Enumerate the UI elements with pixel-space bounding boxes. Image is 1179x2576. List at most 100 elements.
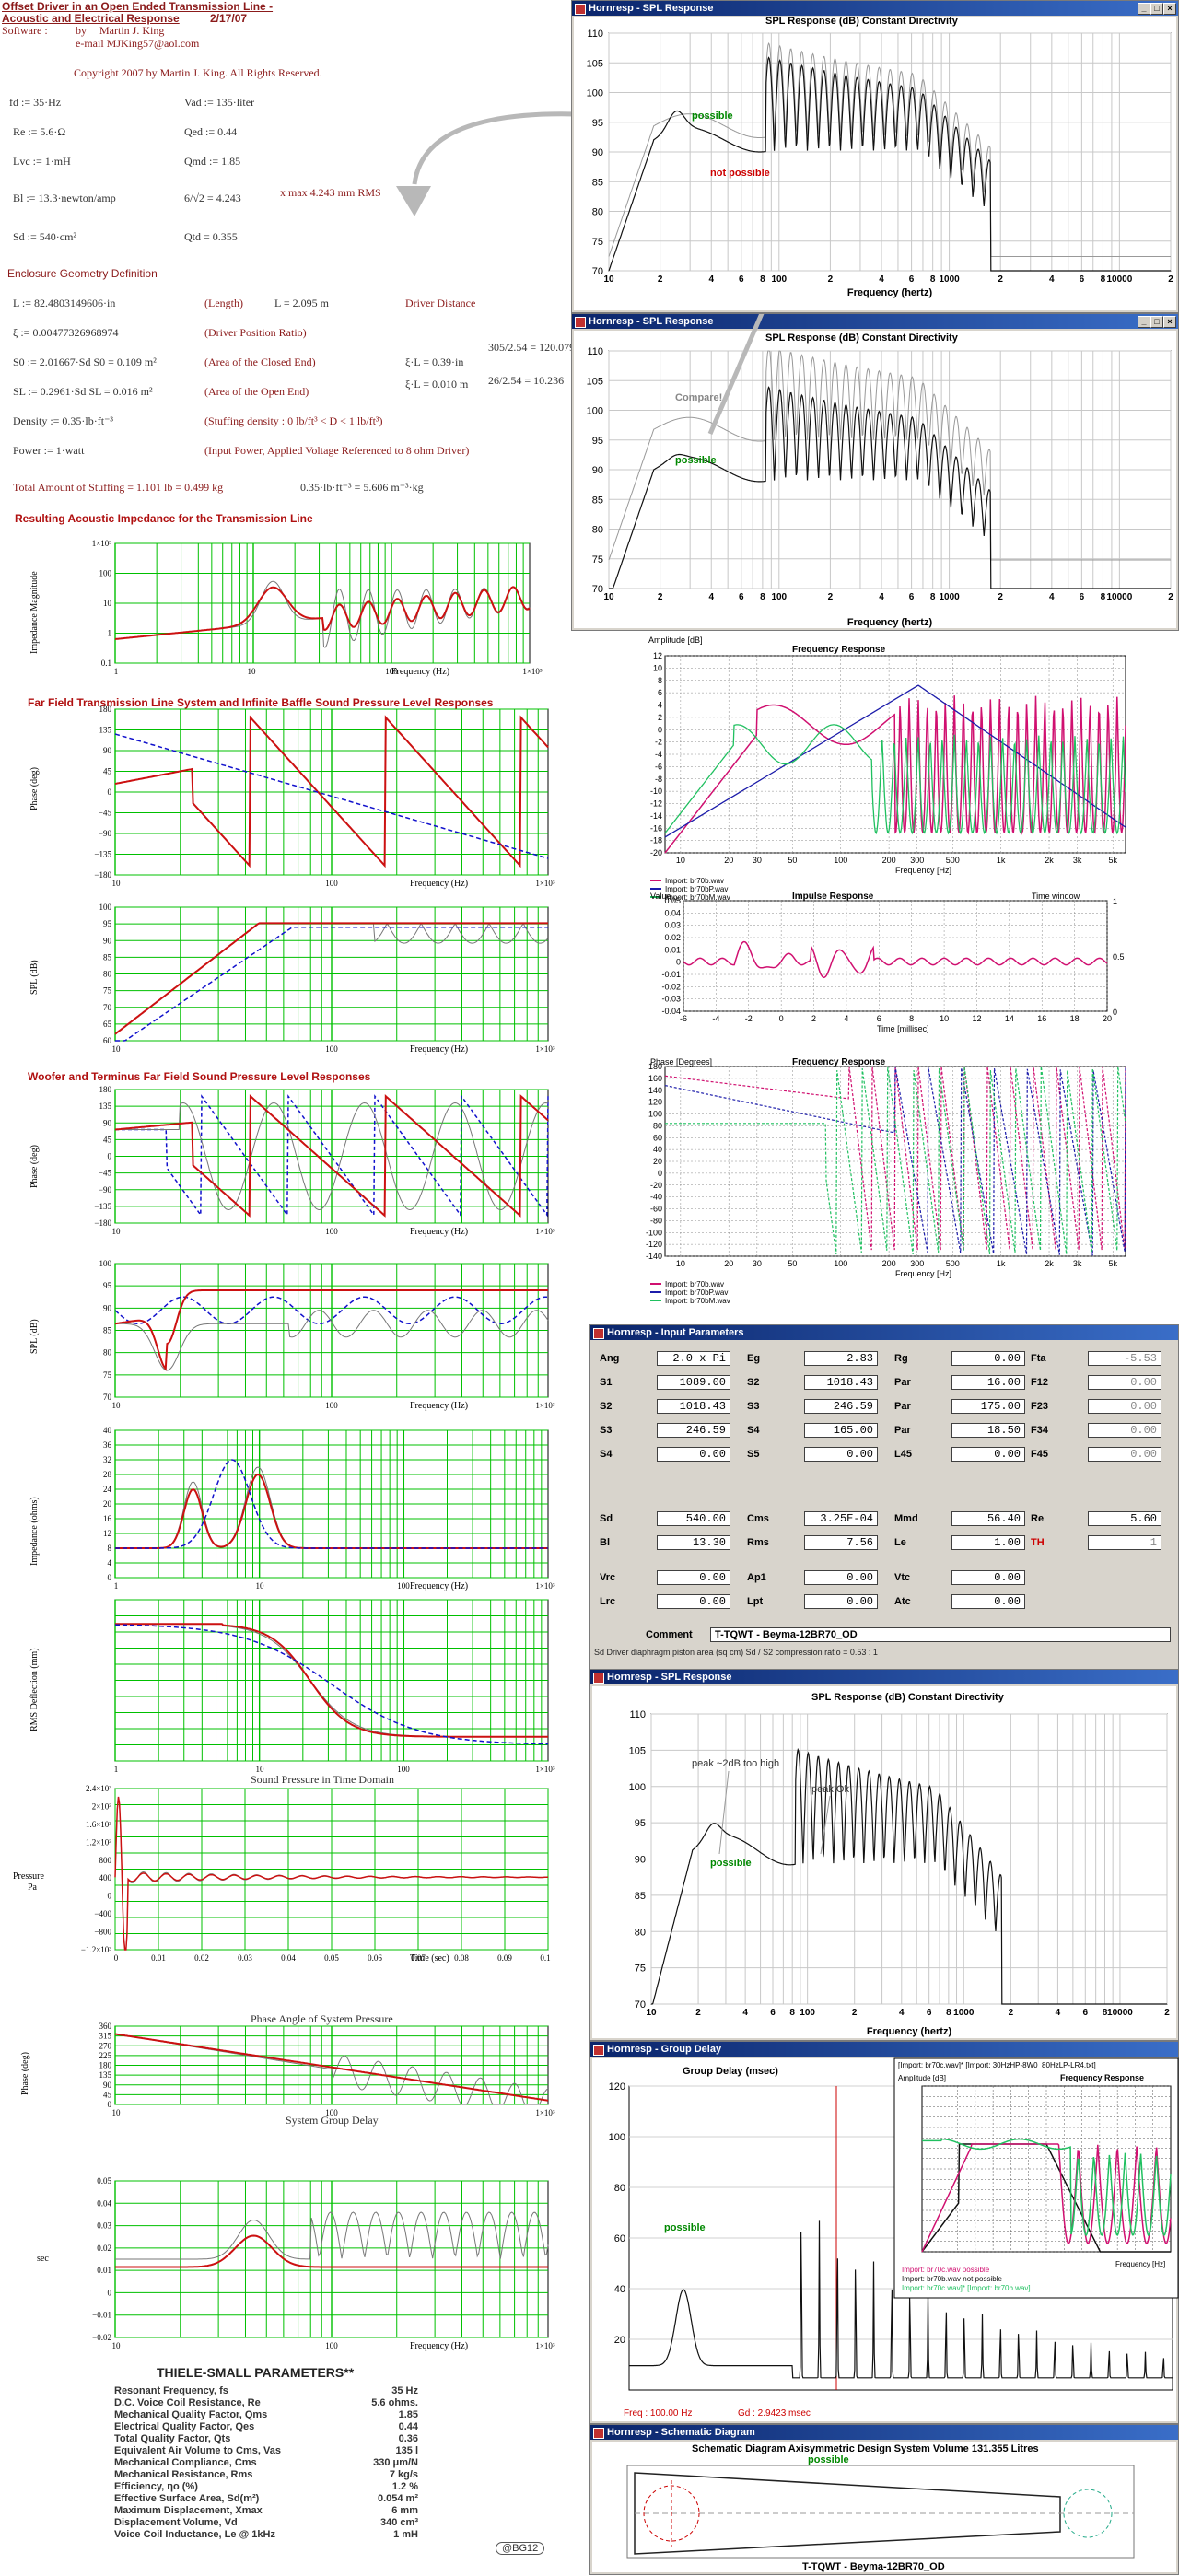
param-field-bl[interactable]: 13.30 — [657, 1535, 730, 1550]
param-field-f23[interactable]: 0.00 — [1088, 1399, 1161, 1414]
param-field-s3[interactable]: 246.59 — [804, 1399, 878, 1414]
comment-input[interactable]: T-TQWT - Beyma-12BR70_OD — [710, 1627, 1171, 1642]
spl-window-1[interactable]: Hornresp - SPL Response _ □ × SPL Respon… — [571, 0, 1179, 313]
param-field-l45[interactable]: 0.00 — [951, 1447, 1025, 1462]
input-params-window[interactable]: Hornresp - Input Parameters Ang 2.0 x Pi E… — [590, 1324, 1179, 1670]
x-tick: 8 — [946, 2008, 951, 2018]
param-field-par[interactable]: 18.50 — [951, 1423, 1025, 1438]
y-tick: 45 — [103, 2090, 112, 2099]
param-field-cms[interactable]: 3.25E-04 — [804, 1511, 878, 1526]
y-tick: 0.05 — [97, 2176, 111, 2186]
maximize-button[interactable]: □ — [1150, 316, 1163, 328]
possible-label: possible — [692, 111, 733, 122]
close-button[interactable]: × — [1163, 316, 1176, 328]
param-field-s5[interactable]: 0.00 — [804, 1447, 878, 1462]
param-field-s2[interactable]: 1018.43 — [657, 1399, 730, 1414]
param-field-f12[interactable]: 0.00 — [1088, 1375, 1161, 1390]
x-tick: 6 — [1080, 592, 1085, 602]
thiele-row: Voice Coil Inductance, Le @ 1kHz 1 mH — [114, 2529, 418, 2541]
x-tick: 8 — [930, 592, 936, 602]
spl-window-3[interactable]: Hornresp - SPL Response SPL Response (dB… — [590, 1669, 1179, 2041]
ir-trace — [683, 940, 1108, 979]
x-tick: 8 — [1103, 2008, 1108, 2018]
minimize-button[interactable]: _ — [1138, 316, 1150, 328]
param-field-fta[interactable]: -5.53 — [1088, 1351, 1161, 1366]
param-field-ang[interactable]: 2.0 x Pi — [657, 1351, 730, 1366]
x-tick: 2 — [1168, 592, 1173, 602]
x-tick: 100 — [325, 1044, 338, 1054]
spl-window-1-titlebar[interactable]: Hornresp - SPL Response _ □ × — [572, 1, 1178, 16]
compare-arrow — [707, 314, 765, 435]
param-field-vtc[interactable]: 0.00 — [951, 1570, 1025, 1585]
group-delay-window[interactable]: Hornresp - Group Delay Group Delay (msec… — [590, 2041, 1179, 2424]
y-tick: 16 — [103, 1514, 112, 1523]
minimize-button[interactable]: _ — [1138, 3, 1150, 15]
x-tick: 2 — [658, 592, 663, 602]
param-field-lpt[interactable]: 0.00 — [804, 1594, 878, 1609]
y-tick: 4 — [108, 1558, 112, 1568]
param-field-s4[interactable]: 165.00 — [804, 1423, 878, 1438]
geom-sL-desc: (Area of the Open End) — [204, 385, 309, 398]
y-tick: -10 — [650, 787, 662, 796]
y-tick: 95 — [103, 919, 112, 928]
param-field-eg[interactable]: 2.83 — [804, 1351, 878, 1366]
y-tick: 8 — [658, 676, 662, 685]
param-field-lrc[interactable]: 0.00 — [657, 1594, 730, 1609]
x-tick: 0.06 — [368, 1953, 382, 1963]
y-tick: 100 — [587, 406, 603, 417]
param-field-rms[interactable]: 7.56 — [804, 1535, 878, 1550]
param-field-par[interactable]: 16.00 — [951, 1375, 1025, 1390]
section-title-4: Sound Pressure in Time Domain — [251, 1773, 395, 1786]
param-field-par[interactable]: 175.00 — [951, 1399, 1025, 1414]
thiele-value: 1.85 — [398, 2409, 418, 2420]
geom-stuffing: Total Amount of Stuffing = 1.101 lb = 0.… — [13, 481, 224, 494]
y-tick: 20 — [614, 2335, 625, 2346]
group-delay-titlebar[interactable]: Hornresp - Group Delay — [590, 2042, 1178, 2057]
param-field-s3[interactable]: 246.59 — [657, 1423, 730, 1438]
y-tick: -60 — [650, 1205, 662, 1214]
geom-power-desc: (Input Power, Applied Voltage Referenced… — [204, 444, 470, 457]
param-field-f34[interactable]: 0.00 — [1088, 1423, 1161, 1438]
x-tick: 2 — [998, 274, 1003, 285]
spl-window-3-titlebar[interactable]: Hornresp - SPL Response — [590, 1670, 1178, 1684]
schematic-titlebar[interactable]: Hornresp - Schematic Diagram — [590, 2425, 1178, 2440]
x-tick: 10 — [646, 2008, 657, 2018]
param-field-rg[interactable]: 0.00 — [951, 1351, 1025, 1366]
param-field-sd[interactable]: 540.00 — [657, 1511, 730, 1526]
legend-label: Import: br70b.wav — [665, 1280, 724, 1288]
maximize-button[interactable]: □ — [1150, 3, 1163, 15]
x-tick: 200 — [882, 856, 896, 865]
window-title: Hornresp - SPL Response — [589, 316, 714, 327]
x-tick: 30 — [753, 1259, 762, 1268]
x-tick: 50 — [788, 1259, 797, 1268]
y-tick: 65 — [103, 1020, 112, 1029]
y-tick: 70 — [635, 1999, 646, 2011]
y-tick: 40 — [103, 1426, 112, 1435]
y-tick: 80 — [592, 207, 603, 218]
close-button[interactable]: × — [1163, 3, 1176, 15]
y-tick: 90 — [592, 465, 603, 476]
param-field-atc[interactable]: 0.00 — [951, 1594, 1025, 1609]
x-tick: 300 — [910, 1259, 924, 1268]
y-tick: 95 — [635, 1818, 646, 1829]
spl-window-2[interactable]: Hornresp - SPL Response _ □ × SPL Respon… — [571, 313, 1179, 631]
param-field-th[interactable]: 1 — [1088, 1535, 1161, 1550]
inset-legend: Import: br70c.wav]* [Import: br70b.wav] — [902, 2284, 1031, 2292]
param-field-ap1[interactable]: 0.00 — [804, 1570, 878, 1585]
param-field-vrc[interactable]: 0.00 — [657, 1570, 730, 1585]
x-tick: 16 — [1037, 1014, 1046, 1023]
y-tick: 135 — [99, 2070, 112, 2080]
param-field-re[interactable]: 5.60 — [1088, 1511, 1161, 1526]
param-field-s1[interactable]: 1089.00 — [657, 1375, 730, 1390]
param-field-le[interactable]: 1.00 — [951, 1535, 1025, 1550]
param-field-f45[interactable]: 0.00 — [1088, 1447, 1161, 1462]
param-field-mmd[interactable]: 56.40 — [951, 1511, 1025, 1526]
param-field-s2[interactable]: 1018.43 — [804, 1375, 878, 1390]
y-tick: 24 — [103, 1485, 112, 1494]
schematic-window[interactable]: Hornresp - Schematic Diagram Schematic D… — [590, 2424, 1179, 2575]
input-params-titlebar[interactable]: Hornresp - Input Parameters — [590, 1325, 1178, 1340]
param-field-s4[interactable]: 0.00 — [657, 1447, 730, 1462]
x-tick: 10 — [112, 2341, 122, 2350]
spl-window-2-titlebar[interactable]: Hornresp - SPL Response _ □ × — [572, 314, 1178, 329]
